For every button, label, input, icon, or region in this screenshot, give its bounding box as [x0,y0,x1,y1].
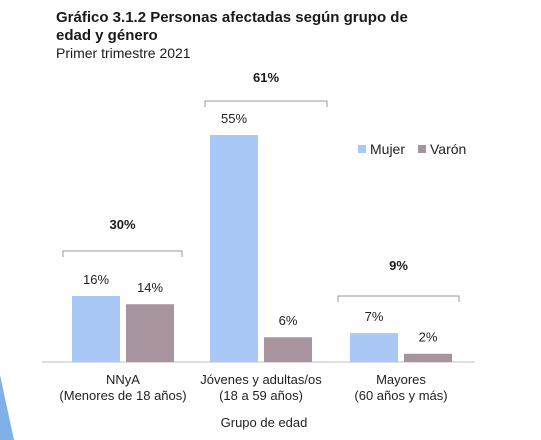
legend-label-varon: Varón [430,141,466,157]
legend-swatch-varon [418,145,426,153]
bar-mujer-2 [350,333,398,362]
chart-title-block: Gráfico 3.1.2 Personas afectadas según g… [56,9,526,62]
group-total-label-0: 30% [109,217,135,232]
group-bracket-0 [62,250,183,257]
group-total-label-2: 9% [389,258,408,273]
bar-mujer-1 [210,135,258,362]
group-total-label-1: 61% [253,70,279,85]
bar-mujer-0 [72,295,120,362]
legend-label-mujer: Mujer [370,141,405,157]
chart-title-line-1: Gráfico 3.1.2 Personas afectadas según g… [56,9,408,26]
legend-swatch-mujer [358,145,366,153]
data-label-mujer-0: 16% [83,272,109,287]
category-label-1: Jóvenes y adultas/os [200,372,322,387]
group-bracket-1 [204,100,328,107]
bar-varon-1 [264,337,312,362]
chart-title-line-2: edad y género [56,27,158,44]
data-label-mujer-2: 7% [365,309,384,324]
category-label-2: Mayores [376,372,426,387]
data-label-varon-0: 14% [137,280,163,295]
group-bracket-2 [337,295,460,302]
x-axis-title: Grupo de edad [221,415,308,430]
category-sublabel-2: (60 años y más) [354,388,447,403]
category-sublabel-1: (18 a 59 años) [219,388,303,403]
data-label-varon-2: 2% [419,330,438,345]
category-label-0: NNyA [106,372,140,387]
bar-varon-2 [404,353,452,362]
data-label-mujer-1: 55% [221,111,247,126]
corner-accent-shape [0,375,14,440]
chart-subtitle: Primer trimestre 2021 [56,45,191,61]
bar-varon-0 [126,304,174,362]
category-sublabel-0: (Menores de 18 años) [59,388,186,403]
data-label-varon-1: 6% [279,313,298,328]
